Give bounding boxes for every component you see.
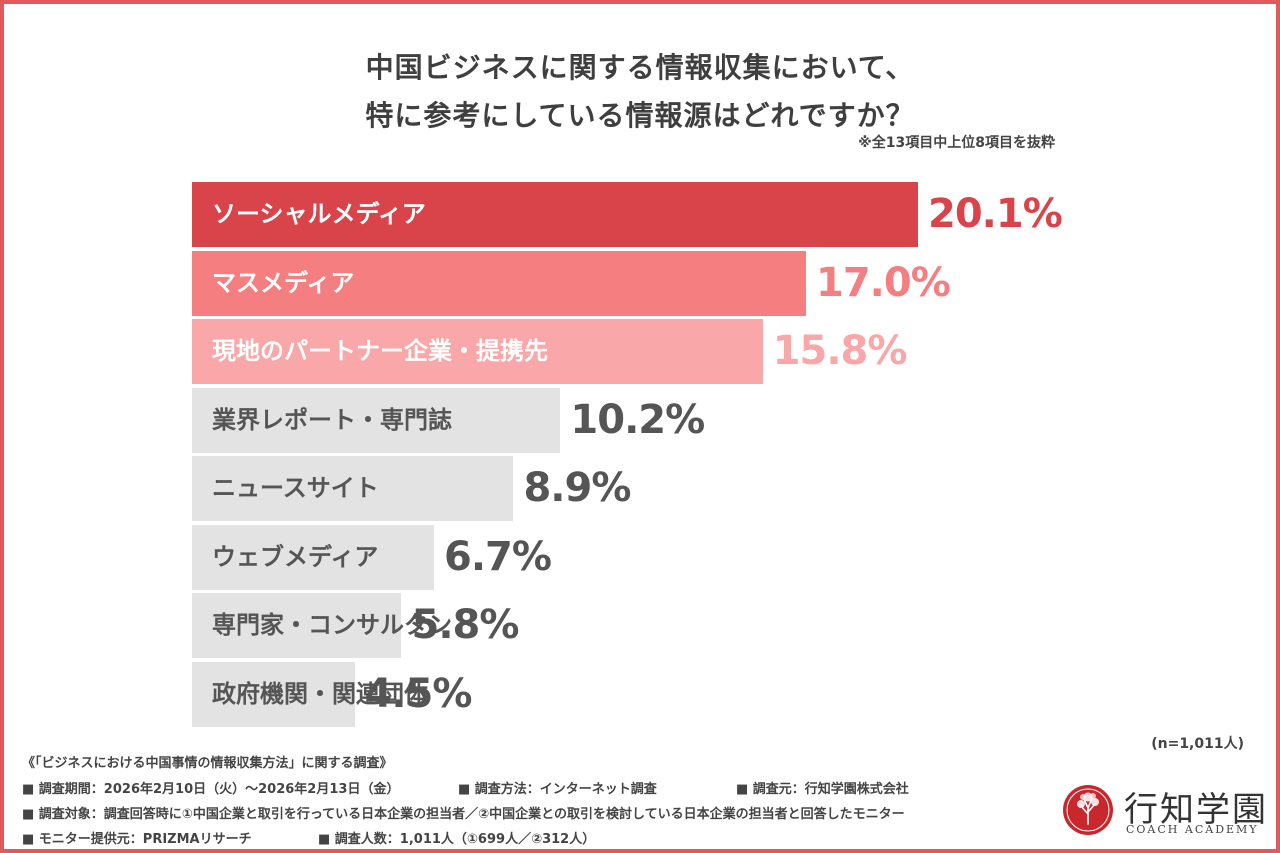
bar bbox=[192, 182, 918, 247]
bar-value-label: 17.0% bbox=[816, 259, 951, 306]
bar-category-label: ソーシャルメディア bbox=[212, 200, 426, 228]
bar bbox=[192, 250, 807, 316]
bar-category-label: 政府機関・関連団体 bbox=[212, 679, 428, 708]
bar-value-label: 4.5% bbox=[364, 670, 473, 717]
survey-target: ■ 調査対象：調査回答時に①中国企業と取引を行っている日本企業の担当者／②中国企… bbox=[22, 807, 905, 822]
bar-value-label: 20.1% bbox=[928, 191, 1063, 237]
survey-count: ■ 調査人数：1,011人（①699人／②312人） bbox=[318, 832, 596, 847]
bar-category-label: 専門家・コンサルタント bbox=[212, 611, 476, 639]
bar-category-label: 業界レポート・専門誌 bbox=[212, 405, 452, 434]
bar bbox=[192, 524, 434, 590]
bar bbox=[192, 593, 402, 658]
bar-value-label: 8.9% bbox=[523, 465, 631, 511]
survey-method: ■ 調査方法：インターネット調査 bbox=[458, 782, 657, 797]
logo-name: 行知学園 bbox=[1124, 790, 1268, 830]
bar-value-label: 10.2% bbox=[570, 396, 705, 443]
bar bbox=[192, 319, 763, 384]
bar-category-label: 現地のパートナー企業・提携先 bbox=[212, 337, 548, 365]
survey-source: ■ 調査元：行知学園株式会社 bbox=[736, 782, 909, 797]
chart-note: ※全13項目中上位8項目を抜粋 bbox=[858, 135, 1055, 151]
sample-size-note: (n=1,011人) bbox=[1151, 736, 1244, 752]
logo-subtitle: COACH ACADEMY bbox=[1126, 823, 1259, 836]
bar-category-label: ウェブメディア bbox=[212, 542, 379, 571]
bar bbox=[192, 661, 355, 727]
bar-value-label: 15.8% bbox=[772, 328, 908, 374]
chart-title-line1: 中国ビジネスに関する情報収集において、 bbox=[365, 51, 915, 84]
survey-name: 《「ビジネスにおける中国事情の情報収集方法」に関する調査》 bbox=[22, 756, 393, 771]
bar-value-label: 6.7% bbox=[444, 533, 552, 580]
monitor-provider: ■ モニター提供元：PRIZMAリサーチ bbox=[22, 832, 252, 847]
bar bbox=[192, 387, 561, 453]
bar-value-label: 5.8% bbox=[411, 602, 519, 648]
bar-category-label: マスメディア bbox=[212, 268, 355, 297]
chart-title-line2: 特に参考にしている情報源はどれですか？ bbox=[365, 99, 915, 132]
tree-seal-icon bbox=[1063, 785, 1113, 835]
bar bbox=[192, 456, 514, 521]
survey-period: ■ 調査期間：2026年2月10日（火）〜2026年2月13日（金） bbox=[22, 782, 400, 797]
bar-category-label: ニュースサイト bbox=[212, 474, 379, 502]
